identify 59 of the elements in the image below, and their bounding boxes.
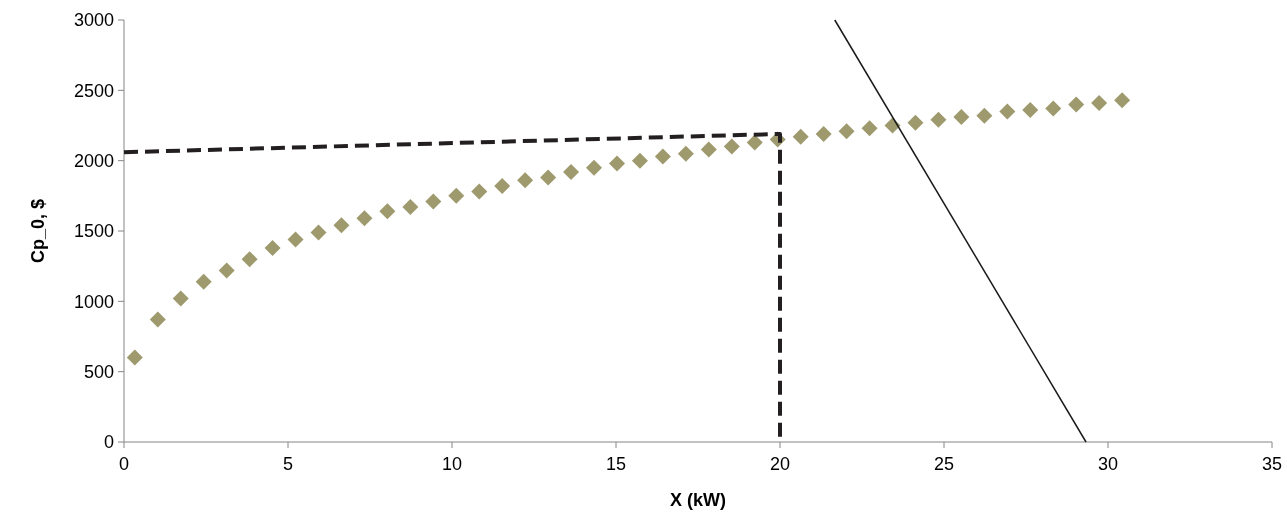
y-axis-title: Cp_0, $	[28, 198, 48, 264]
point	[264, 239, 281, 256]
point	[218, 262, 235, 279]
point	[815, 125, 832, 142]
y-tick-label: 1000	[73, 291, 114, 312]
point	[494, 177, 511, 194]
x-tick-label: 20	[769, 454, 791, 474]
point	[195, 273, 212, 290]
point	[333, 217, 350, 234]
point	[586, 159, 603, 176]
point	[126, 349, 143, 366]
y-tick-label: 2500	[73, 80, 114, 101]
x-tick-label: 10	[441, 454, 463, 474]
y-tick-label: 2000	[73, 150, 114, 171]
x-tick-label: 25	[933, 454, 955, 474]
point	[172, 290, 189, 307]
point	[1045, 100, 1062, 117]
point	[356, 210, 373, 227]
point	[746, 134, 763, 151]
x-axis-title: X (kW)	[670, 490, 726, 510]
point	[402, 199, 419, 216]
point	[700, 141, 717, 158]
x-tick-label: 15	[605, 454, 627, 474]
point	[861, 120, 878, 137]
point	[953, 109, 970, 126]
point	[149, 311, 166, 328]
point	[930, 111, 947, 128]
x-tick-label: 5	[282, 454, 294, 474]
point	[517, 172, 534, 189]
point	[310, 224, 327, 241]
y-tick-label: 0	[103, 432, 114, 453]
y-tick-label: 500	[83, 361, 114, 382]
point	[425, 193, 442, 210]
x-tick-label: 35	[1261, 454, 1283, 474]
point	[792, 128, 809, 145]
point	[1091, 94, 1108, 111]
point	[976, 107, 993, 124]
point	[1114, 92, 1131, 109]
x-tick-label: 0	[118, 454, 130, 474]
point	[287, 231, 304, 248]
point	[241, 251, 258, 268]
point	[838, 123, 855, 140]
y-tick-label: 1500	[73, 221, 114, 242]
point	[654, 148, 671, 165]
point	[471, 183, 488, 200]
point	[1022, 102, 1039, 119]
point	[631, 152, 648, 169]
point	[540, 169, 557, 186]
point	[379, 203, 396, 220]
point	[723, 138, 740, 155]
point	[1068, 96, 1085, 113]
point	[563, 163, 580, 180]
point	[999, 103, 1016, 120]
point	[677, 145, 694, 162]
point	[608, 155, 625, 172]
x-tick-label: 30	[1097, 454, 1119, 474]
point	[907, 114, 924, 131]
y-tick-label: 3000	[73, 10, 114, 31]
point	[448, 187, 465, 204]
